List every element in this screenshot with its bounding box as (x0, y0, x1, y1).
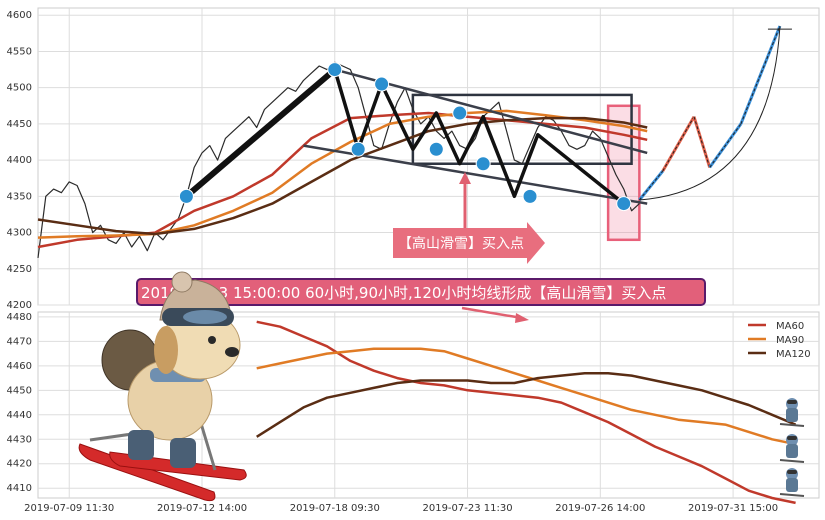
skier-icons (779, 398, 805, 497)
skier-icon (779, 398, 805, 427)
forecast-dash (709, 123, 742, 168)
signal-banner: 2019-07-23 15:00:00 60小时,90小时,120小时均线形成【… (136, 278, 706, 323)
buy-label-text: 【高山滑雪】买入点 (398, 235, 524, 252)
x-axis-ticks: 2019-07-09 11:30 2019-07-12 14:00 2019-07-… (24, 503, 778, 514)
banner-pointer-head (515, 313, 529, 323)
skier-icon (779, 468, 805, 497)
buy-arrow-shape (393, 222, 545, 264)
price-y-tick: 4350 (7, 191, 32, 202)
forecast-dash (740, 25, 781, 125)
trend-in-line (183, 66, 338, 200)
x-tick-label: 2019-07-09 11:30 (24, 503, 114, 514)
pattern-point (452, 105, 468, 121)
skier-icon (779, 434, 805, 463)
zigzag-line (333, 69, 625, 205)
ma-series (256, 320, 797, 505)
ma-y-tick: 4480 (7, 312, 32, 323)
ski-dog-sticker (78, 271, 247, 502)
price-y-tick: 4300 (7, 228, 32, 239)
forecast-dash (693, 116, 711, 168)
x-tick-label: 2019-07-23 11:30 (422, 503, 512, 514)
ma-y-tick: 4430 (7, 434, 32, 445)
x-tick-label: 2019-07-31 15:00 (688, 503, 778, 514)
ma-y-tick: 4440 (7, 410, 32, 421)
pattern-point (374, 76, 390, 92)
forecast-curve (639, 26, 781, 201)
mascot-boot-right (170, 438, 196, 468)
buy-pointer-head (459, 172, 471, 184)
mascot-boot-left (128, 430, 154, 460)
x-tick-label: 2019-07-18 09:30 (290, 503, 380, 514)
forecast-dash (639, 170, 664, 201)
mascot-goggle-lens (183, 310, 227, 324)
banner-box (136, 278, 706, 306)
ma-y-tick: 4450 (7, 385, 32, 396)
pattern-point (178, 188, 194, 204)
mascot-eye (208, 336, 216, 344)
pattern-point (327, 62, 343, 78)
banner-text: 2019-07-23 15:00:00 60小时,90小时,120小时均线形成【… (141, 284, 666, 302)
ma-y-tick: 4460 (7, 361, 32, 372)
price-y-tick: 4550 (7, 46, 32, 57)
mascot-nose (225, 347, 239, 357)
price-y-tick: 4500 (7, 83, 32, 94)
pattern-point (350, 141, 366, 157)
series-ma120-line (256, 371, 797, 438)
pattern-point (616, 196, 632, 212)
ma-y-tick: 4470 (7, 336, 32, 347)
price-y-tick: 4400 (7, 155, 32, 166)
mascot-ear (154, 326, 178, 374)
mascot-pole-2 (198, 419, 217, 471)
series-ma60-line (256, 320, 796, 505)
ma-y-ticks: 4410 4420 4430 4440 4450 4460 4470 4480 (7, 312, 32, 494)
mascot-pompom (171, 271, 193, 293)
price-y-tick: 4250 (7, 264, 32, 275)
price-plot-area (37, 7, 820, 306)
pattern-point (475, 156, 491, 172)
ma-y-tick: 4410 (7, 483, 32, 494)
x-tick-label: 2019-07-26 14:00 (555, 503, 645, 514)
legend-label: MA60 (776, 321, 804, 332)
series-ma90-line (256, 347, 796, 446)
x-tick-label: 2019-07-12 14:00 (157, 503, 247, 514)
price-y-tick: 4450 (7, 119, 32, 130)
buy-point-label: 【高山滑雪】买入点 (393, 172, 545, 264)
price-panel: 4200 4250 4300 4350 4400 4450 4500 4550 4600 (7, 7, 820, 311)
ma-legend: MA60 MA90 MA120 (748, 321, 811, 360)
price-y-tick: 4600 (7, 10, 32, 21)
series-ma120-line (37, 116, 648, 236)
legend-label: MA90 (776, 335, 804, 346)
buy-zone-highlight (606, 104, 641, 242)
pattern-points (178, 62, 632, 212)
pattern-annotations (411, 93, 641, 242)
price-y-tick: 4200 (7, 300, 32, 311)
ma-y-tick: 4420 (7, 459, 32, 470)
banner-pointer (461, 306, 523, 320)
legend-label: MA120 (776, 349, 811, 360)
forecast-dash (662, 116, 695, 172)
price-y-ticks: 4200 4250 4300 4350 4400 4450 4500 4550 4600 (7, 10, 32, 311)
pattern-point (522, 188, 538, 204)
pattern-point (428, 141, 444, 157)
